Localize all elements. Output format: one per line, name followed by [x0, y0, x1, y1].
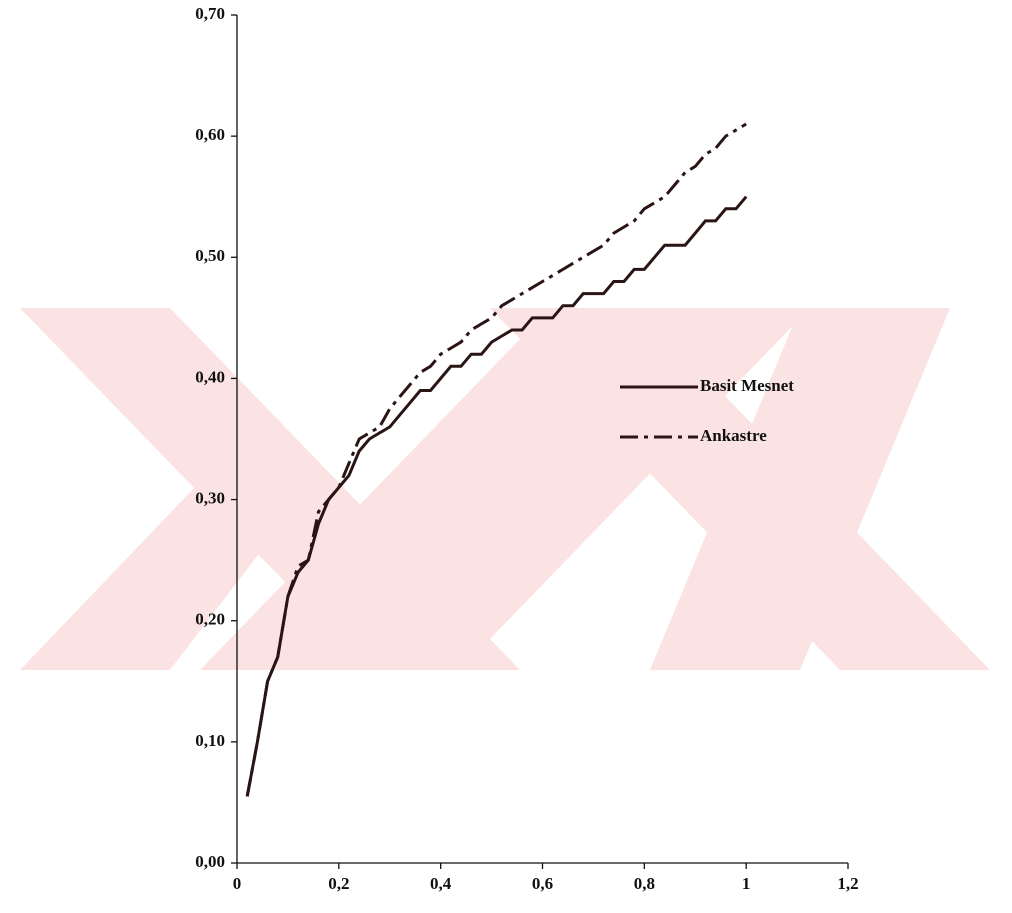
- x-tick-label: 1: [742, 874, 751, 893]
- legend-label: Ankastre: [700, 426, 767, 445]
- watermark: [20, 308, 990, 670]
- x-tick-label: 0,4: [430, 874, 452, 893]
- x-tick-label: 0,8: [634, 874, 655, 893]
- y-tick-label: 0,00: [195, 852, 225, 871]
- y-tick-label: 0,20: [195, 610, 225, 629]
- y-tick-label: 0,60: [195, 125, 225, 144]
- y-tick-label: 0,70: [195, 4, 225, 23]
- y-tick-label: 0,50: [195, 246, 225, 265]
- x-tick-label: 1,2: [837, 874, 858, 893]
- x-tick-label: 0: [233, 874, 242, 893]
- series-line: [245, 122, 747, 797]
- x-tick-label: 0,6: [532, 874, 553, 893]
- y-tick-label: 0,10: [195, 731, 225, 750]
- y-tick-label: 0,30: [195, 488, 225, 507]
- legend-label: Basit Mesnet: [700, 376, 794, 395]
- y-tick-label: 0,40: [195, 367, 225, 386]
- x-tick-label: 0,2: [328, 874, 349, 893]
